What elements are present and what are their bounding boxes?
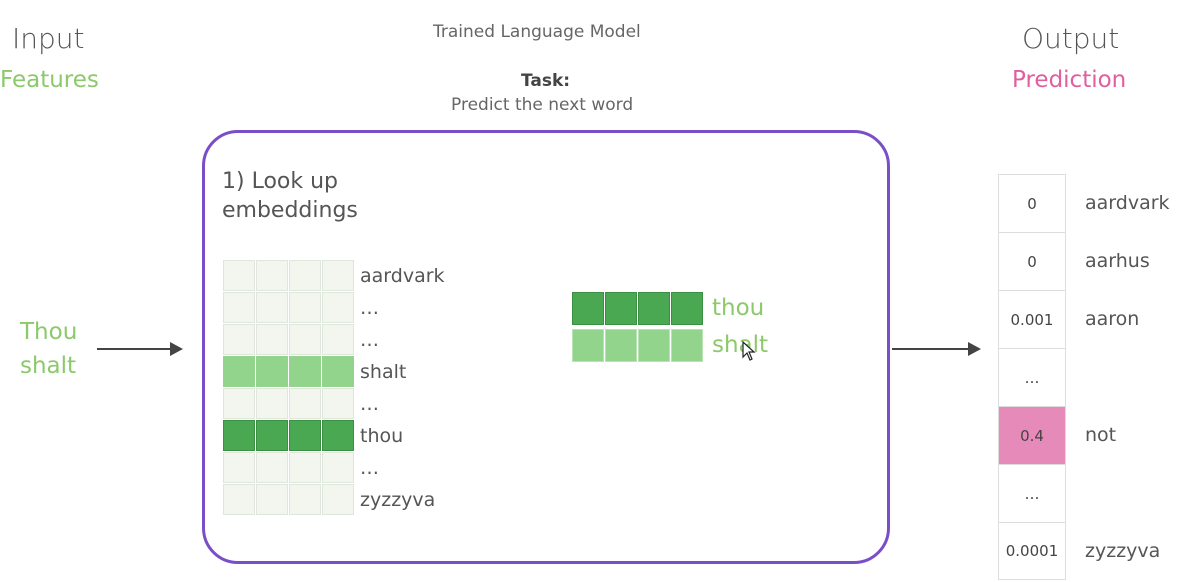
mouse-cursor-icon: [742, 341, 756, 361]
embedding-cell: [223, 420, 255, 451]
embedding-cell: [223, 292, 255, 323]
embedding-cell: [322, 452, 354, 483]
vocab-word-label: …: [360, 329, 379, 351]
vocab-word-label: aardvark: [360, 265, 445, 287]
model-title: Trained Language Model: [433, 22, 641, 42]
input-arrow-head: [170, 342, 183, 356]
language-model-box: [202, 130, 890, 564]
embedding-cell: [322, 260, 354, 291]
prediction-probability: 0.0001: [998, 522, 1066, 580]
embedding-matrix: aardvark … … shalt … thou … zyzzyva: [223, 260, 445, 516]
vector-word-label: shalt: [712, 332, 769, 358]
embedding-cell: [256, 420, 288, 451]
vector-cell: [671, 329, 703, 362]
embedding-cell: [256, 388, 288, 419]
embedding-cell: [223, 260, 255, 291]
vector-cell: [671, 292, 703, 325]
step-label: 1) Look up embeddings: [222, 167, 358, 225]
prediction-word: not: [1085, 424, 1117, 446]
task-label: Task:: [521, 71, 571, 91]
vocab-word-label: shalt: [360, 361, 407, 383]
embedding-cell: [289, 260, 321, 291]
output-arrow-head: [968, 342, 981, 356]
embedding-row: …: [223, 452, 445, 484]
prediction-probability: …: [998, 464, 1066, 522]
embedding-cell: [322, 324, 354, 355]
embedding-row: shalt: [223, 356, 445, 388]
prediction-word: [1085, 464, 1170, 522]
prediction-probability: …: [998, 348, 1066, 406]
embedding-row: …: [223, 292, 445, 324]
embedding-vector: [572, 329, 704, 362]
embedding-cell: [322, 356, 354, 387]
embedding-cell: [256, 324, 288, 355]
prediction-probability-highlighted: 0.4: [998, 406, 1066, 464]
output-subtitle: Prediction: [1012, 67, 1127, 93]
embedding-row: …: [223, 388, 445, 420]
prediction-probability: 0.001: [998, 290, 1066, 348]
vocab-word-label: …: [360, 393, 379, 415]
embedding-cell: [223, 356, 255, 387]
prediction-word: aaron: [1085, 308, 1140, 330]
embedding-cell: [223, 484, 255, 515]
embedding-cell: [289, 292, 321, 323]
vocab-word-label: …: [360, 457, 379, 479]
vector-cell: [605, 329, 637, 362]
input-subtitle: Features: [0, 67, 99, 93]
embedding-cell: [322, 420, 354, 451]
embedding-cell: [289, 420, 321, 451]
embedding-row: zyzzyva: [223, 484, 445, 516]
embedding-cell: [289, 324, 321, 355]
embedding-row: …: [223, 324, 445, 356]
output-title: Output: [1022, 22, 1120, 55]
output-arrow-line: [892, 348, 970, 350]
vector-cell: [638, 329, 670, 362]
prediction-word: [1085, 348, 1170, 406]
embedding-cell: [289, 356, 321, 387]
input-title: Input: [12, 22, 85, 55]
embedding-vector: [572, 292, 704, 325]
vocab-word-label: …: [360, 297, 379, 319]
vector-cell: [572, 292, 604, 325]
input-word: shalt: [20, 353, 77, 379]
vector-cell: [638, 292, 670, 325]
prediction-probability: 0: [998, 174, 1066, 232]
input-word: Thou: [20, 319, 78, 345]
embedding-cell: [256, 292, 288, 323]
prediction-word: aardvark: [1085, 192, 1170, 214]
prediction-probability: 0: [998, 232, 1066, 290]
looked-up-vector: thou: [572, 292, 768, 325]
embedding-cell: [256, 260, 288, 291]
vector-word-label: thou: [712, 295, 765, 321]
embedding-cell: [322, 484, 354, 515]
step-label-line1: 1) Look up: [222, 169, 339, 194]
embedding-cell: [223, 324, 255, 355]
embedding-row: thou: [223, 420, 445, 452]
vector-cell: [572, 329, 604, 362]
embedding-cell: [256, 452, 288, 483]
prediction-word: zyzzyva: [1085, 540, 1161, 562]
looked-up-vector: shalt: [572, 329, 768, 362]
input-words: Thou shalt: [20, 315, 77, 383]
vocab-word-label: zyzzyva: [360, 489, 436, 511]
input-arrow-line: [97, 348, 171, 350]
embedding-cell: [289, 452, 321, 483]
prediction-word: aarhus: [1085, 250, 1150, 272]
task-text: Predict the next word: [451, 95, 634, 115]
output-probabilities: 0 0 0.001… 0.4… 0.0001: [998, 174, 1066, 580]
embedding-cell: [256, 484, 288, 515]
vector-cell: [605, 292, 637, 325]
looked-up-embeddings: thou shalt: [572, 292, 768, 366]
embedding-cell: [256, 356, 288, 387]
embedding-cell: [289, 484, 321, 515]
output-words: aardvark aarhus aaron not zyzzyva: [1085, 174, 1170, 580]
step-label-line2: embeddings: [222, 198, 358, 223]
embedding-cell: [322, 388, 354, 419]
embedding-row: aardvark: [223, 260, 445, 292]
embedding-cell: [289, 388, 321, 419]
embedding-cell: [223, 452, 255, 483]
vocab-word-label: thou: [360, 425, 404, 447]
embedding-cell: [223, 388, 255, 419]
embedding-cell: [322, 292, 354, 323]
